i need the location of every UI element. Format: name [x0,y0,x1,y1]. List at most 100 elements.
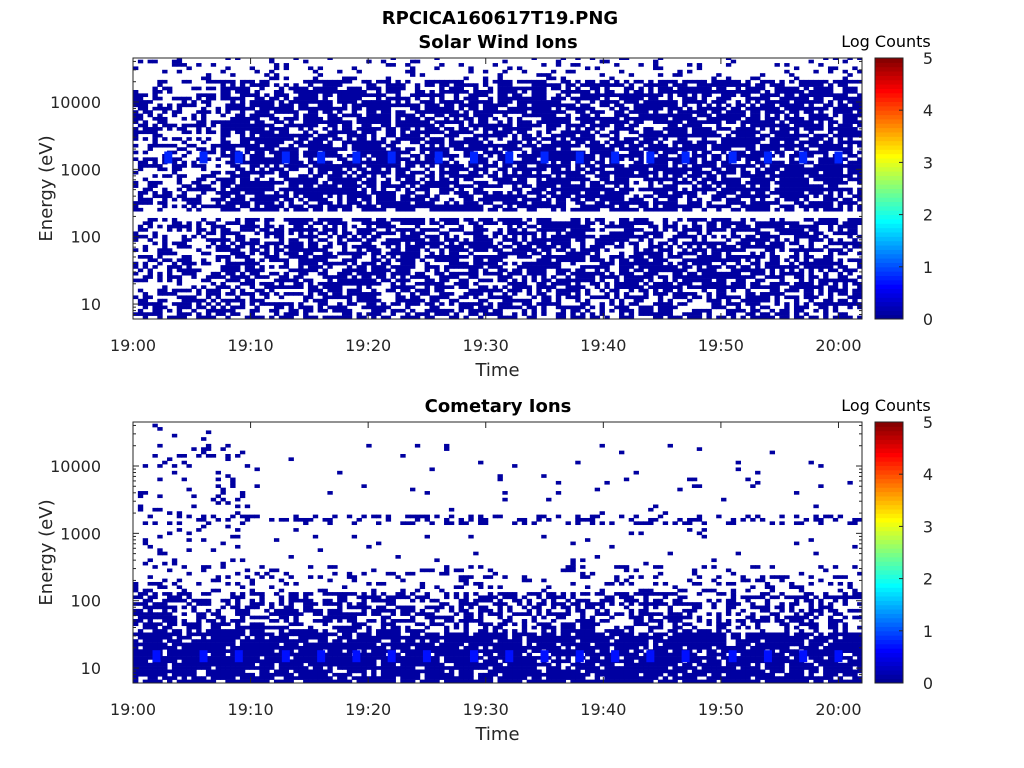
heatmap-cell [487,288,494,293]
heatmap-cell [458,244,464,249]
heatmap-cell [516,298,523,303]
heatmap-cell [376,113,382,118]
heatmap-cell [201,140,207,145]
heatmap-cell [167,106,173,111]
heatmap-cell [570,191,576,195]
heatmap-cell [361,79,367,84]
heatmap-cell [653,197,659,202]
heatmap-cell [516,103,523,108]
heatmap-cell [298,241,304,246]
heatmap-cell [191,164,197,168]
heatmap-cell [516,164,523,168]
heatmap-cell [672,305,678,310]
heatmap-cell [594,167,601,172]
heatmap-cell [400,308,406,313]
heatmap-cell [249,127,255,131]
heatmap-cell [458,86,464,91]
heatmap-cell [390,285,396,289]
heatmap-cell [283,164,290,168]
heatmap-cell [478,167,484,172]
heatmap-cell [584,93,591,98]
heatmap-cell [186,137,192,141]
heatmap-cell [317,164,324,168]
heatmap-cell [643,221,649,226]
heatmap-cell [604,248,610,252]
heatmap-cell [254,217,260,222]
heatmap-cell [186,207,192,212]
heatmap-cell [531,268,537,273]
heatmap-cell [254,308,260,313]
heatmap-cell [482,248,489,252]
heatmap-cell [667,147,673,151]
heatmap-cell [235,123,241,128]
heatmap-cell [215,106,221,111]
heatmap-cell [283,191,290,195]
heatmap-cell [589,191,596,195]
heatmap-cell [648,248,654,252]
heatmap-cell [463,204,469,209]
heatmap-cell [298,106,304,111]
heatmap-cell [327,103,333,108]
heatmap-cell [191,100,197,104]
heatmap-cell [648,312,654,316]
heatmap-cell [570,308,576,313]
heatmap-cell [478,207,484,212]
heatmap-cell [346,295,353,300]
heatmap-cell [516,174,523,178]
heatmap-cell [638,140,644,145]
heatmap-cell [599,184,605,188]
heatmap-cell [419,204,426,209]
heatmap-cell [468,83,474,87]
heatmap-cell [619,69,625,74]
heatmap-cell [269,170,275,175]
heatmap-cell [609,187,615,192]
heatmap-cell [162,116,168,121]
heatmap-cell [273,292,280,296]
heatmap-cell [444,255,450,259]
heatmap-cell [516,268,523,273]
heatmap-cell [619,194,625,199]
heatmap-cell [512,238,518,242]
heatmap-cell [604,285,610,289]
heatmap-cell [307,116,314,121]
heatmap-cell [298,261,304,266]
heatmap-cell [497,89,503,94]
heatmap-cell [507,251,513,256]
heatmap-cell [526,305,533,310]
heatmap-cell [560,228,567,232]
heatmap-cell [249,147,255,151]
heatmap-cell [220,268,226,273]
heatmap-cell [599,204,605,209]
heatmap-cell [303,295,309,300]
heatmap-cell [249,133,255,138]
heatmap-cell [589,194,596,199]
heatmap-cell [662,184,669,188]
heatmap-cell [288,184,294,188]
heatmap-cell [356,164,362,168]
heatmap-cell [273,89,280,94]
heatmap-cell [565,221,571,226]
heatmap-cell [361,265,367,269]
heatmap-cell [429,150,435,155]
heatmap-cell [623,207,630,212]
heatmap-cell [385,315,392,319]
heatmap-cell [584,96,591,101]
heatmap-cell [453,217,460,222]
heatmap-cell [565,69,571,74]
heatmap-cell [390,164,396,168]
heatmap-cell [643,248,649,252]
heatmap-cell [405,244,411,249]
heatmap-cell [351,170,358,175]
heatmap-cell [235,231,241,236]
heatmap-cell [346,191,353,195]
heatmap-cell [487,127,494,131]
heatmap-cell [414,248,421,252]
heatmap-cell [278,106,285,111]
heatmap-cell [346,89,353,94]
heatmap-cell [239,167,246,172]
heatmap-cell [264,187,270,192]
heatmap-cell [235,248,241,252]
heatmap-cell [249,153,255,158]
heatmap-cell [653,133,659,138]
heatmap-cell [230,305,236,310]
